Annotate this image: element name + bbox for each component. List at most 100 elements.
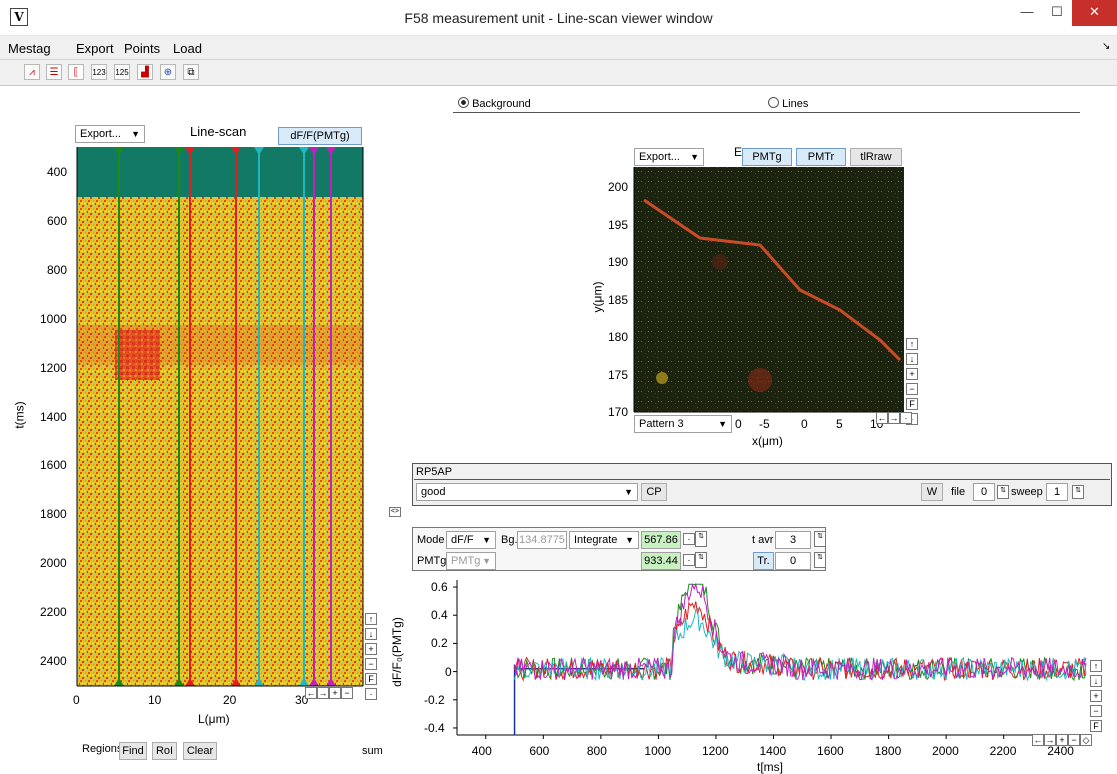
counter-123-icon[interactable]: 123 (91, 64, 107, 80)
sweep-field[interactable]: 1 (1046, 483, 1068, 501)
peak-icon[interactable]: ⩘ (24, 64, 40, 80)
image-side-button[interactable]: ↓ (906, 353, 918, 365)
sweep-label: sweep (1011, 486, 1043, 498)
value2-field[interactable]: 933.44 (641, 552, 681, 570)
menu-export[interactable]: Export (76, 41, 114, 56)
image-side-button[interactable]: − (906, 383, 918, 395)
value2-stepper[interactable]: ⇅ (695, 552, 707, 568)
linescan-ytick: 400 (47, 165, 68, 179)
image-side-button[interactable]: F (906, 398, 918, 410)
trace-nav-button[interactable]: ◇ (1080, 734, 1092, 746)
image-side-button[interactable]: + (906, 368, 918, 380)
file-field[interactable]: 0 (973, 483, 995, 501)
roi-marker (326, 678, 336, 686)
roi-marker (114, 147, 124, 155)
image-ytick: 175 (608, 367, 629, 382)
sweep-stepper[interactable]: ⇅ (1072, 485, 1084, 499)
trace-nav-button[interactable]: − (1068, 734, 1080, 746)
roi-marker (114, 678, 124, 686)
collapse-button[interactable]: <> (389, 507, 401, 517)
linescan-nav-button[interactable]: − (341, 687, 353, 699)
tr-field[interactable]: 0 (775, 552, 811, 570)
w-button[interactable]: W (921, 483, 943, 501)
mode-select[interactable]: dF/F ▼ (446, 531, 496, 549)
image-nav-button[interactable]: · (900, 412, 912, 424)
chevron-down-icon: ▼ (482, 535, 491, 545)
trace-side-button[interactable]: F (1090, 720, 1102, 732)
linescan-side-button[interactable]: ↑ (365, 613, 377, 625)
linescan-export-select[interactable]: Export... ▼ (75, 125, 145, 143)
value1-stepper[interactable]: ⇅ (695, 531, 707, 547)
menu-points[interactable]: Points (124, 41, 161, 56)
copy-icon[interactable]: ⧉ (183, 64, 199, 80)
bg-label: Bg. (501, 534, 518, 546)
file-stepper[interactable]: ⇅ (997, 485, 1009, 499)
linescan-side-button[interactable]: · (365, 688, 377, 700)
image-nav-button[interactable]: ← (876, 412, 888, 424)
trace-side-button[interactable]: ↓ (1090, 675, 1102, 687)
fit-lines-icon[interactable]: ☰ (46, 64, 62, 80)
minimize-button[interactable]: — (1020, 4, 1034, 19)
find-button[interactable]: Find (119, 742, 147, 760)
linescan-ytick: 1200 (40, 360, 67, 375)
linescan-ytick: 1400 (40, 409, 67, 424)
trace-nav-button[interactable]: + (1056, 734, 1068, 746)
image-ytick: 190 (608, 255, 629, 269)
pmtr-button[interactable]: PMTr (796, 148, 846, 166)
trace-nav-button[interactable]: → (1044, 734, 1056, 746)
image-export-select[interactable]: Export... ▼ (634, 148, 704, 166)
linescan-nav-button[interactable]: ← (305, 687, 317, 699)
radio-empty-icon (768, 97, 779, 108)
trace-side-button[interactable]: ↑ (1090, 660, 1102, 672)
pmtg-button[interactable]: PMTg (742, 148, 792, 166)
linescan-nav-button[interactable]: + (329, 687, 341, 699)
menu-mestag[interactable]: Mestag (8, 41, 51, 56)
value1-field[interactable]: 567.86 (641, 531, 681, 549)
value1-dot[interactable]: · (683, 533, 695, 545)
image-xtick: -5 (759, 417, 770, 431)
tr-button[interactable]: Tr. (753, 552, 774, 570)
menu-load[interactable]: Load (173, 41, 202, 56)
bg-field[interactable]: 134.8775 (517, 531, 567, 549)
roi-button[interactable]: RoI (152, 742, 177, 760)
rp5ap-panel: RP5AP good ▼ CP W file 0 ⇅ sweep 1 ⇅ (412, 463, 1112, 506)
file-label: file (951, 486, 966, 498)
region-icon[interactable]: ⟦ (68, 64, 84, 80)
cp-button[interactable]: CP (641, 483, 667, 501)
trace-side-button[interactable]: + (1090, 690, 1102, 702)
crosshair-icon[interactable]: ⊕ (160, 64, 176, 80)
sum-label: sum (362, 745, 383, 757)
image-side-button[interactable]: ↑ (906, 338, 918, 350)
trace-nav-button[interactable]: ← (1032, 734, 1044, 746)
image-nav-button[interactable]: → (888, 412, 900, 424)
tavr-field[interactable]: 3 (775, 531, 811, 549)
quality-select[interactable]: good ▼ (416, 483, 638, 501)
pattern-select[interactable]: Pattern 3 ▼ (634, 415, 732, 433)
clear-button[interactable]: Clear (183, 742, 217, 760)
pmt-select[interactable]: PMTg ▼ (446, 552, 496, 570)
linescan-side-button[interactable]: − (365, 658, 377, 670)
background-radio[interactable]: Background (458, 97, 531, 110)
value2-dot[interactable]: · (683, 554, 695, 566)
linescan-side-button[interactable]: ↓ (365, 628, 377, 640)
lines-radio[interactable]: Lines (768, 97, 808, 110)
chart-icon[interactable]: ▟ (137, 64, 153, 80)
image-ylabel: y(μm) (590, 281, 605, 313)
linescan-ylabel: t(ms) (12, 401, 27, 429)
mode-label: Mode (417, 534, 445, 546)
tlraw-button[interactable]: tlRraw (850, 148, 902, 166)
counter-125-icon[interactable]: 125 (114, 64, 130, 80)
roi-marker (231, 147, 241, 155)
tavr-stepper[interactable]: ⇅ (814, 531, 826, 547)
linescan-side-button[interactable]: + (365, 643, 377, 655)
maximize-button[interactable]: ☐ (1051, 4, 1063, 19)
linescan-side-button[interactable]: F (365, 673, 377, 685)
close-button[interactable]: ✕ (1072, 0, 1117, 26)
trace-side-button[interactable]: − (1090, 705, 1102, 717)
linescan-nav-button[interactable]: → (317, 687, 329, 699)
dff-pmtg-button[interactable]: dF/F(PMTg) (278, 127, 362, 145)
menu-expand-icon[interactable]: ↘ (1102, 41, 1111, 52)
tr-stepper[interactable]: ⇅ (814, 552, 826, 568)
integrate-select[interactable]: Integrate ▼ (569, 531, 639, 549)
